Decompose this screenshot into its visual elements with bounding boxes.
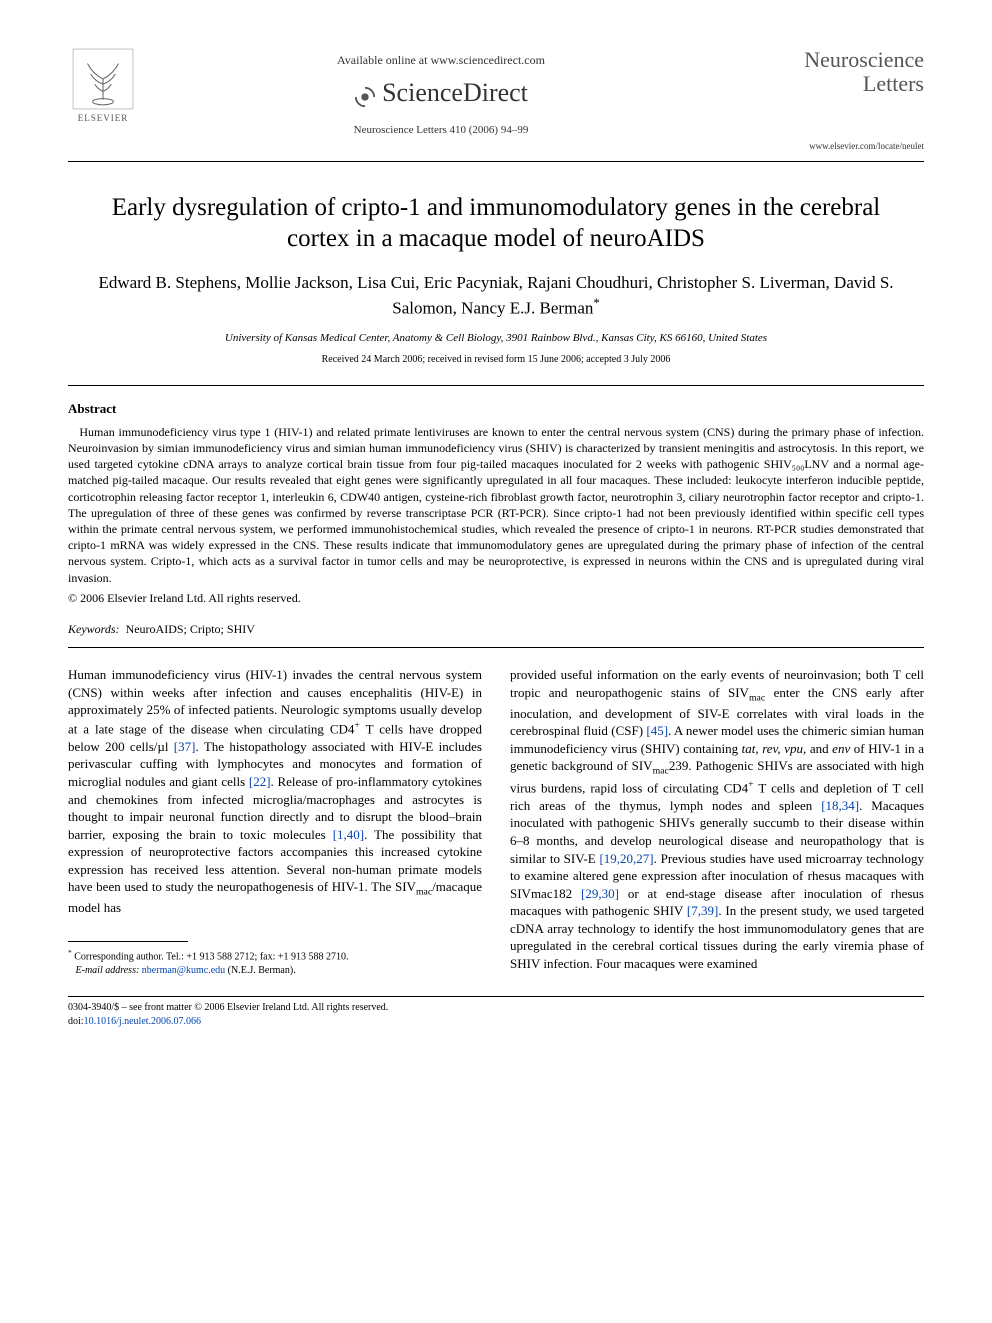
ref-link[interactable]: [1,40]	[333, 827, 364, 842]
email-label: E-mail address:	[76, 965, 140, 976]
article-title: Early dysregulation of cripto-1 and immu…	[108, 192, 884, 255]
publisher-logo: ELSEVIER	[68, 48, 138, 125]
column-left: Human immunodeficiency virus (HIV-1) inv…	[68, 666, 482, 978]
author-list: Edward B. Stephens, Mollie Jackson, Lisa…	[98, 272, 894, 319]
email-link[interactable]: nberman@kumc.edu	[142, 965, 225, 976]
sciencedirect-icon	[354, 82, 376, 104]
ref-link[interactable]: [29,30]	[581, 886, 619, 901]
ref-link[interactable]: [45]	[646, 723, 668, 738]
ref-link[interactable]: [22]	[249, 774, 271, 789]
body-paragraph: provided useful information on the early…	[510, 666, 924, 972]
abstract-heading: Abstract	[68, 400, 924, 418]
keywords-label: Keywords:	[68, 622, 120, 636]
body-paragraph: Human immunodeficiency virus (HIV-1) inv…	[68, 666, 482, 916]
column-right: provided useful information on the early…	[510, 666, 924, 978]
footnote-rule	[68, 941, 188, 942]
body-columns: Human immunodeficiency virus (HIV-1) inv…	[68, 666, 924, 978]
header-rule	[68, 161, 924, 162]
issn-line: 0304-3940/$ – see front matter © 2006 El…	[68, 1001, 924, 1015]
abstract-section: Abstract Human immunodeficiency virus ty…	[68, 400, 924, 638]
publisher-name: ELSEVIER	[78, 112, 129, 125]
platform-name: ScienceDirect	[382, 75, 528, 111]
abstract-body: Human immunodeficiency virus type 1 (HIV…	[68, 424, 924, 586]
available-online-text: Available online at www.sciencedirect.co…	[138, 52, 744, 69]
center-header: Available online at www.sciencedirect.co…	[138, 48, 744, 139]
corresponding-author-footnote: * Corresponding author. Tel.: +1 913 588…	[68, 948, 482, 978]
abstract-copyright: © 2006 Elsevier Ireland Ltd. All rights …	[68, 590, 924, 607]
elsevier-tree-icon	[72, 48, 134, 110]
journal-citation: Neuroscience Letters 410 (2006) 94–99	[138, 123, 744, 138]
journal-name: Neuroscience Letters	[744, 48, 924, 96]
ref-link[interactable]: [19,20,27]	[599, 851, 653, 866]
platform-logo: ScienceDirect	[138, 75, 744, 111]
bottom-info: 0304-3940/$ – see front matter © 2006 El…	[68, 1001, 924, 1029]
affiliation: University of Kansas Medical Center, Ana…	[68, 331, 924, 346]
journal-logo-block: Neuroscience Letters www.elsevier.com/lo…	[744, 48, 924, 153]
article-dates: Received 24 March 2006; received in revi…	[68, 353, 924, 367]
doi-link[interactable]: 10.1016/j.neulet.2006.07.066	[84, 1016, 202, 1027]
keywords: Keywords: NeuroAIDS; Cripto; SHIV	[68, 621, 924, 638]
ref-link[interactable]: [18,34]	[821, 798, 859, 813]
abstract-rule	[68, 647, 924, 648]
journal-url: www.elsevier.com/locate/neulet	[744, 140, 924, 153]
title-rule	[68, 385, 924, 386]
ref-link[interactable]: [7,39]	[687, 903, 718, 918]
doi-label: doi:	[68, 1016, 84, 1027]
keywords-values: NeuroAIDS; Cripto; SHIV	[126, 622, 255, 636]
ref-link[interactable]: [37]	[174, 739, 196, 754]
page-header: ELSEVIER Available online at www.science…	[68, 48, 924, 153]
article-page: ELSEVIER Available online at www.science…	[0, 0, 992, 1069]
bottom-rule	[68, 996, 924, 997]
